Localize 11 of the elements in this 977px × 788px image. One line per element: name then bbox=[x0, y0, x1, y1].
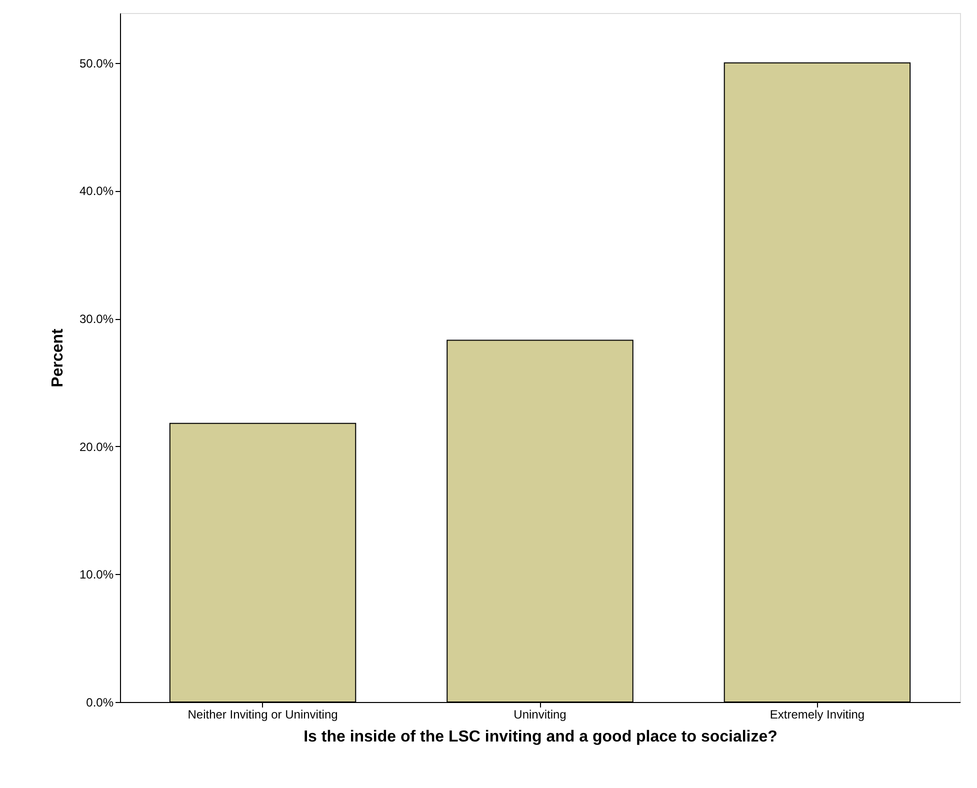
x-axis-title: Is the inside of the LSC inviting and a good place to socialize? bbox=[304, 728, 778, 746]
y-tick-label: 30.0% bbox=[79, 312, 114, 326]
y-tick-label: 0.0% bbox=[86, 696, 114, 710]
x-tick-label: Uninviting bbox=[514, 708, 566, 722]
y-tick-label: 20.0% bbox=[79, 440, 114, 454]
y-tick-label: 40.0% bbox=[79, 184, 114, 198]
y-tick-label: 10.0% bbox=[79, 568, 114, 582]
y-tick-label: 50.0% bbox=[79, 56, 114, 70]
x-tick-label: Neither Inviting or Uninviting bbox=[188, 708, 338, 722]
x-tick-label: Extremely Inviting bbox=[770, 708, 865, 722]
y-axis-title: Percent bbox=[49, 328, 66, 388]
